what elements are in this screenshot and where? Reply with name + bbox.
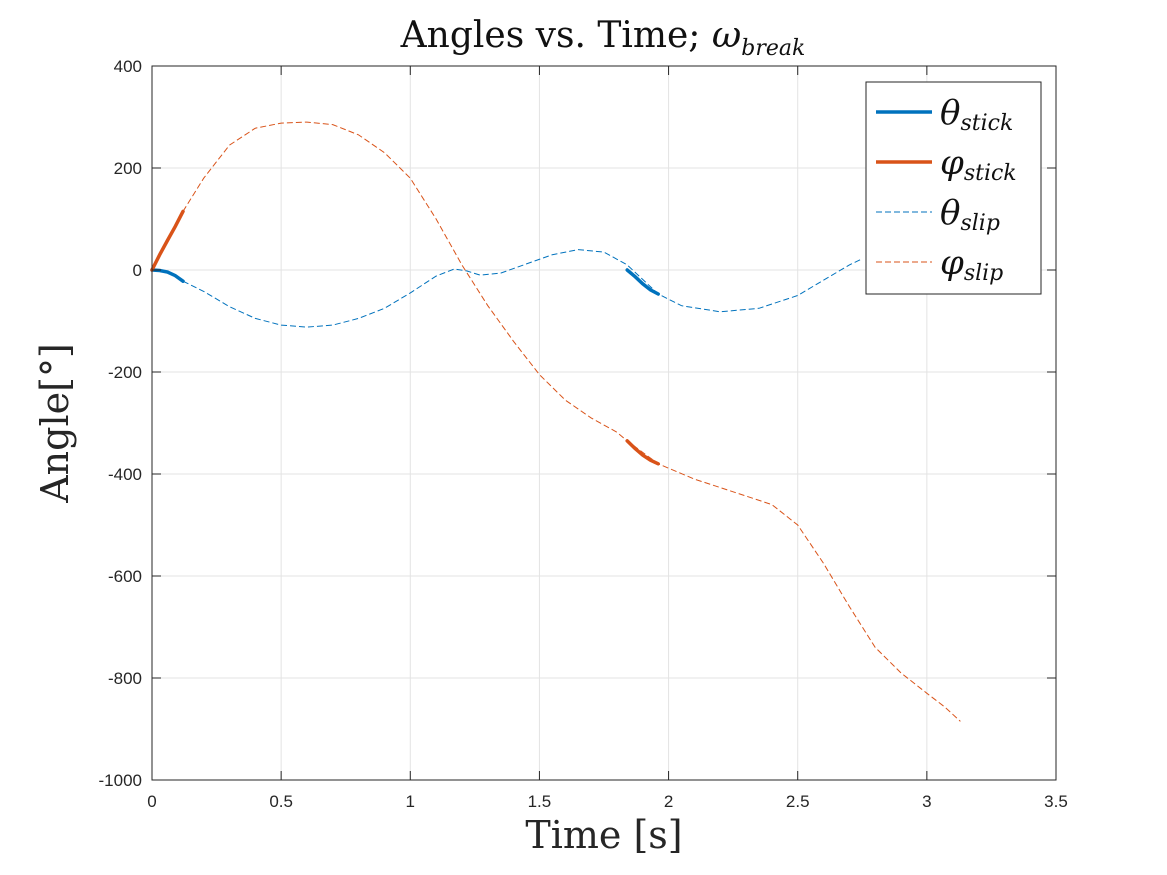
y-axis-label: Angle[°] <box>33 343 77 504</box>
x-axis-label: Time [s] <box>525 813 682 857</box>
legend-box <box>865 81 1042 295</box>
axes <box>151 65 1057 781</box>
legend: θstick φstick θslip φslip <box>865 81 1042 295</box>
y-tick-label: -400 <box>108 465 142 484</box>
x-tick-label: 3.5 <box>1044 792 1068 811</box>
y-tick-label: 200 <box>114 159 142 178</box>
legend-label: θslip <box>940 193 1000 236</box>
x-tick-label: 3 <box>922 792 931 811</box>
chart-title-symbol: ω <box>712 15 741 56</box>
ticks: 0 0.5 1 1.5 2 2.5 3 3.5 -1000 -800 -600 -400 -200 0 20… <box>99 57 1068 811</box>
legend-label: φstick <box>940 143 1017 186</box>
series-φ-stick <box>150 209 660 466</box>
y-tick-label: -200 <box>108 363 142 382</box>
y-tick-label: 400 <box>114 57 142 76</box>
y-tick-label: 0 <box>133 261 142 280</box>
x-tick-label: 1.5 <box>528 792 552 811</box>
x-tick-label: 2 <box>664 792 673 811</box>
series-segment-stick-θ <box>625 268 660 296</box>
legend-label: φslip <box>940 243 1003 286</box>
x-tick-label: 0.5 <box>269 792 293 811</box>
series-segment-stick-φ <box>150 209 185 272</box>
y-tick-label: -1000 <box>99 771 142 790</box>
chart-title-main: Angles vs. Time; <box>400 15 712 56</box>
series-θ-slip <box>182 249 863 328</box>
legend-item: θstick <box>876 93 1013 136</box>
y-tick-label: -600 <box>108 567 142 586</box>
y-tick-label: -800 <box>108 669 142 688</box>
plot-frame <box>151 65 1057 781</box>
chart-title: Angles vs. Time; ωbreak <box>400 15 806 61</box>
x-tick-label: 0 <box>147 792 156 811</box>
series-line-slip-φ <box>182 121 961 722</box>
legend-item: φslip <box>876 243 1003 286</box>
series-segment-stick-φ <box>625 439 660 466</box>
chart-title-subscript: break <box>741 36 805 61</box>
legend-item: θslip <box>876 193 1000 236</box>
legend-label: θstick <box>940 93 1013 136</box>
series-layer <box>150 121 961 722</box>
legend-item: φstick <box>876 143 1017 186</box>
series-line-slip-θ <box>182 249 863 328</box>
series-φ-slip <box>182 121 961 722</box>
x-tick-label: 1 <box>406 792 415 811</box>
x-tick-label: 2.5 <box>786 792 810 811</box>
